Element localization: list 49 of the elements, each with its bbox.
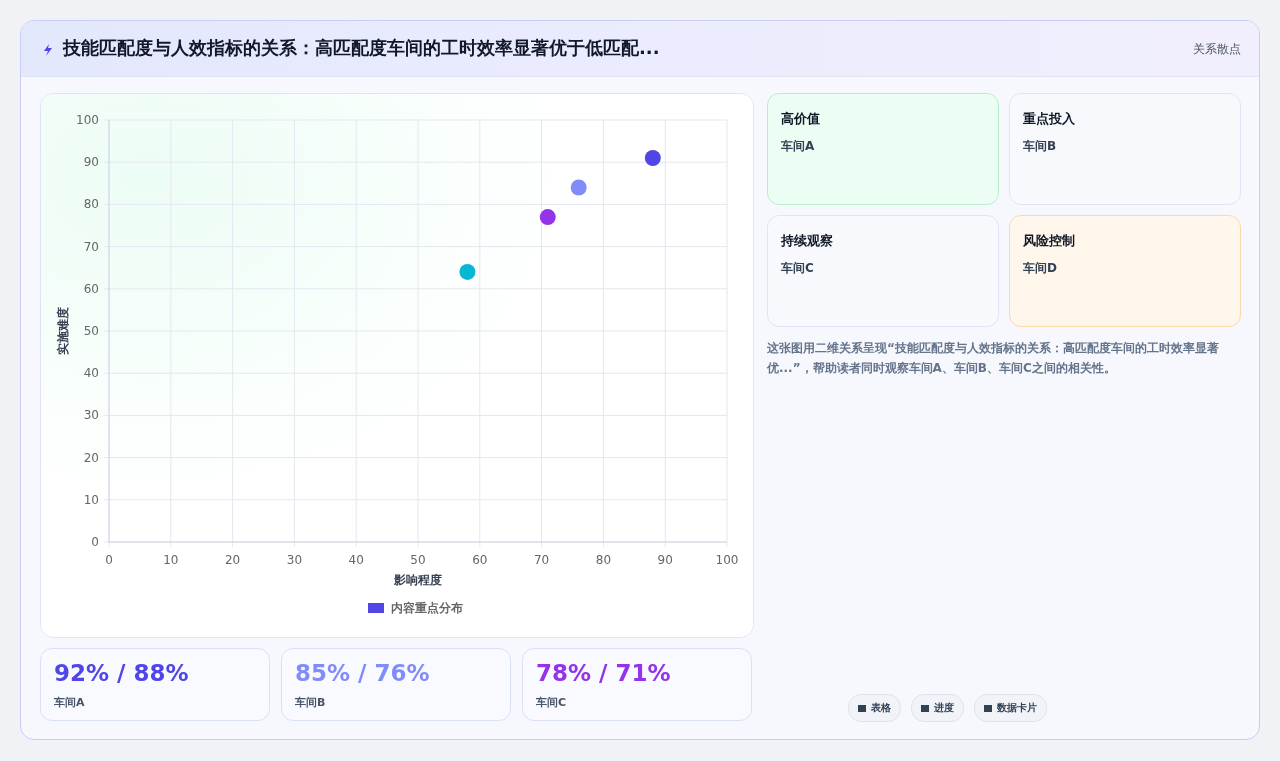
y-tick-label: 0 xyxy=(91,535,99,549)
y-tick-label: 80 xyxy=(83,197,99,212)
y-tick-label: 40 xyxy=(83,366,99,381)
text: 这张图用二维关系呈现“技能匹配度与人效指标的关系：高匹配度车间的工时效率显著优...”，帮助读者同时观察车间A、车间B、车间C之间的相关性。 xyxy=(767,340,1220,377)
x-tick-label: 70 xyxy=(533,553,550,567)
text: 持续观察 xyxy=(781,232,833,250)
text: 85% / 76% xyxy=(295,660,430,686)
y-tick-label: 20 xyxy=(83,450,99,465)
text: 车间B xyxy=(1023,138,1057,155)
text: 车间A xyxy=(781,138,815,155)
text: 车间C xyxy=(781,260,814,277)
point xyxy=(570,179,587,196)
x-tick-label: 40 xyxy=(348,553,364,567)
y-tick-label: 100 xyxy=(76,113,99,127)
text: 高价值 xyxy=(781,110,820,128)
x-tick-label: 30 xyxy=(286,553,303,567)
x-axis-title: 影响程度 xyxy=(393,573,442,587)
y-axis-title: 实施难度 xyxy=(56,307,70,355)
x-tick-label: 80 xyxy=(595,553,612,567)
x-tick-label: 20 xyxy=(224,553,241,567)
text: 车间C xyxy=(536,695,567,710)
text: 车间B xyxy=(295,695,326,710)
x-tick-label: 50 xyxy=(410,553,426,567)
x-tick-label: 90 xyxy=(657,553,673,567)
text: 关系散点 xyxy=(1193,41,1241,58)
y-tick-label: 70 xyxy=(83,239,99,254)
text: 车间D xyxy=(1023,260,1057,277)
text: 车间A xyxy=(54,695,85,710)
y-tick-label: 60 xyxy=(83,281,99,296)
text: 技能匹配度与人效指标的关系：高匹配度车间的工时效率显著优于低匹配... xyxy=(63,36,660,60)
x-tick-label: 60 xyxy=(472,553,488,567)
point xyxy=(539,209,556,226)
text: 风险控制 xyxy=(1023,232,1075,250)
text: 进度 xyxy=(911,694,964,722)
text: 表格 xyxy=(848,694,901,722)
point xyxy=(459,263,476,280)
text: 数据卡片 xyxy=(974,694,1047,722)
text: 重点投入 xyxy=(1023,110,1075,128)
y-tick-label: 50 xyxy=(83,324,99,338)
y-tick-label: 30 xyxy=(83,408,99,423)
x-tick-label: 0 xyxy=(105,553,113,567)
x-tick-label: 100 xyxy=(715,553,739,567)
x-tick-label: 10 xyxy=(163,553,179,567)
y-tick-label: 10 xyxy=(83,492,99,507)
point xyxy=(644,149,661,166)
text: 92% / 88% xyxy=(54,660,189,686)
legend-label: 内容重点分布 xyxy=(391,601,463,615)
text: 78% / 71% xyxy=(536,660,671,686)
y-tick-label: 90 xyxy=(83,155,99,170)
